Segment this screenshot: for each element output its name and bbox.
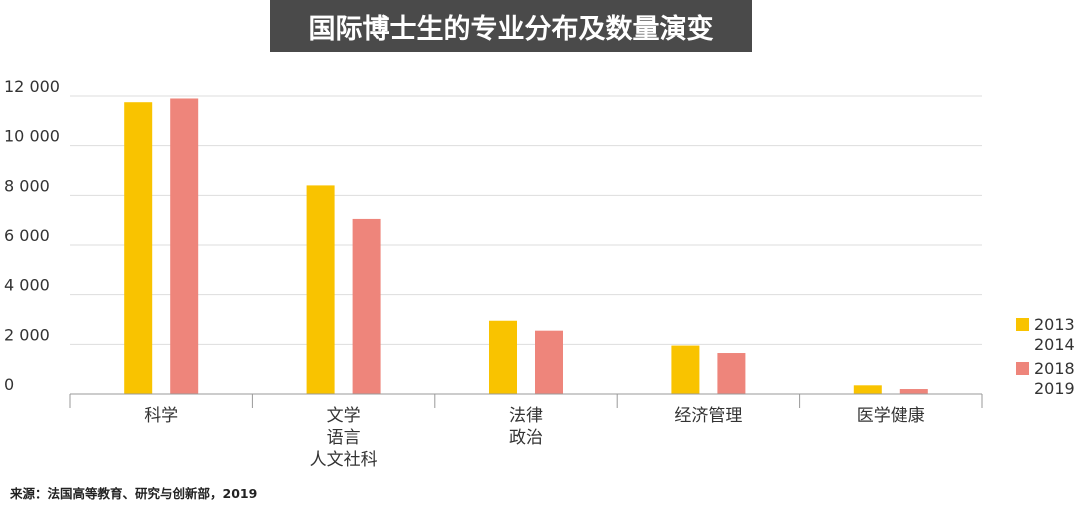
x-category-label: 经济管理 xyxy=(674,406,742,426)
legend-label: 2014 xyxy=(1034,335,1075,354)
legend-swatch xyxy=(1016,362,1029,375)
y-tick-label: 2 000 xyxy=(4,325,50,344)
source-note: 来源：法国高等教育、研究与创新部，2019 xyxy=(10,486,258,501)
bar xyxy=(352,218,381,394)
bar xyxy=(899,389,928,394)
legend-swatch xyxy=(1016,318,1029,331)
bar xyxy=(671,345,700,394)
legend-label: 2019 xyxy=(1034,379,1075,398)
x-category-label: 科学 xyxy=(144,406,178,426)
bar xyxy=(535,330,563,394)
y-tick-label: 6 000 xyxy=(4,226,50,245)
bars xyxy=(124,98,928,395)
bar-chart: 0 2 000 4 000 6 000 8 000 10 000 12 000 科学 文学语言… xyxy=(4,77,1075,470)
legend-label: 2018 xyxy=(1034,359,1075,378)
x-category-label: 语言 xyxy=(327,428,361,448)
bar xyxy=(717,353,746,394)
bar xyxy=(124,102,153,395)
bar xyxy=(489,320,517,394)
x-category-label: 文学 xyxy=(327,406,361,426)
bar xyxy=(853,385,882,394)
y-tick-label: 12 000 xyxy=(4,77,60,96)
y-tick-label: 4 000 xyxy=(4,276,50,295)
chart-title: 国际博士生的专业分布及数量演变 xyxy=(270,0,752,52)
y-axis: 0 2 000 4 000 6 000 8 000 10 000 12 000 xyxy=(4,77,60,394)
y-tick-label: 8 000 xyxy=(4,176,50,195)
legend-label: 2013 xyxy=(1034,315,1075,334)
bar xyxy=(170,98,199,394)
bar xyxy=(306,185,335,394)
grid-lines xyxy=(70,95,982,345)
x-category-label: 人文社科 xyxy=(310,450,378,470)
x-category-label: 政治 xyxy=(509,428,543,448)
y-tick-label: 10 000 xyxy=(4,127,60,146)
y-tick-label: 0 xyxy=(4,375,14,394)
x-category-label: 医学健康 xyxy=(857,406,925,426)
x-category-label: 法律 xyxy=(509,406,543,426)
